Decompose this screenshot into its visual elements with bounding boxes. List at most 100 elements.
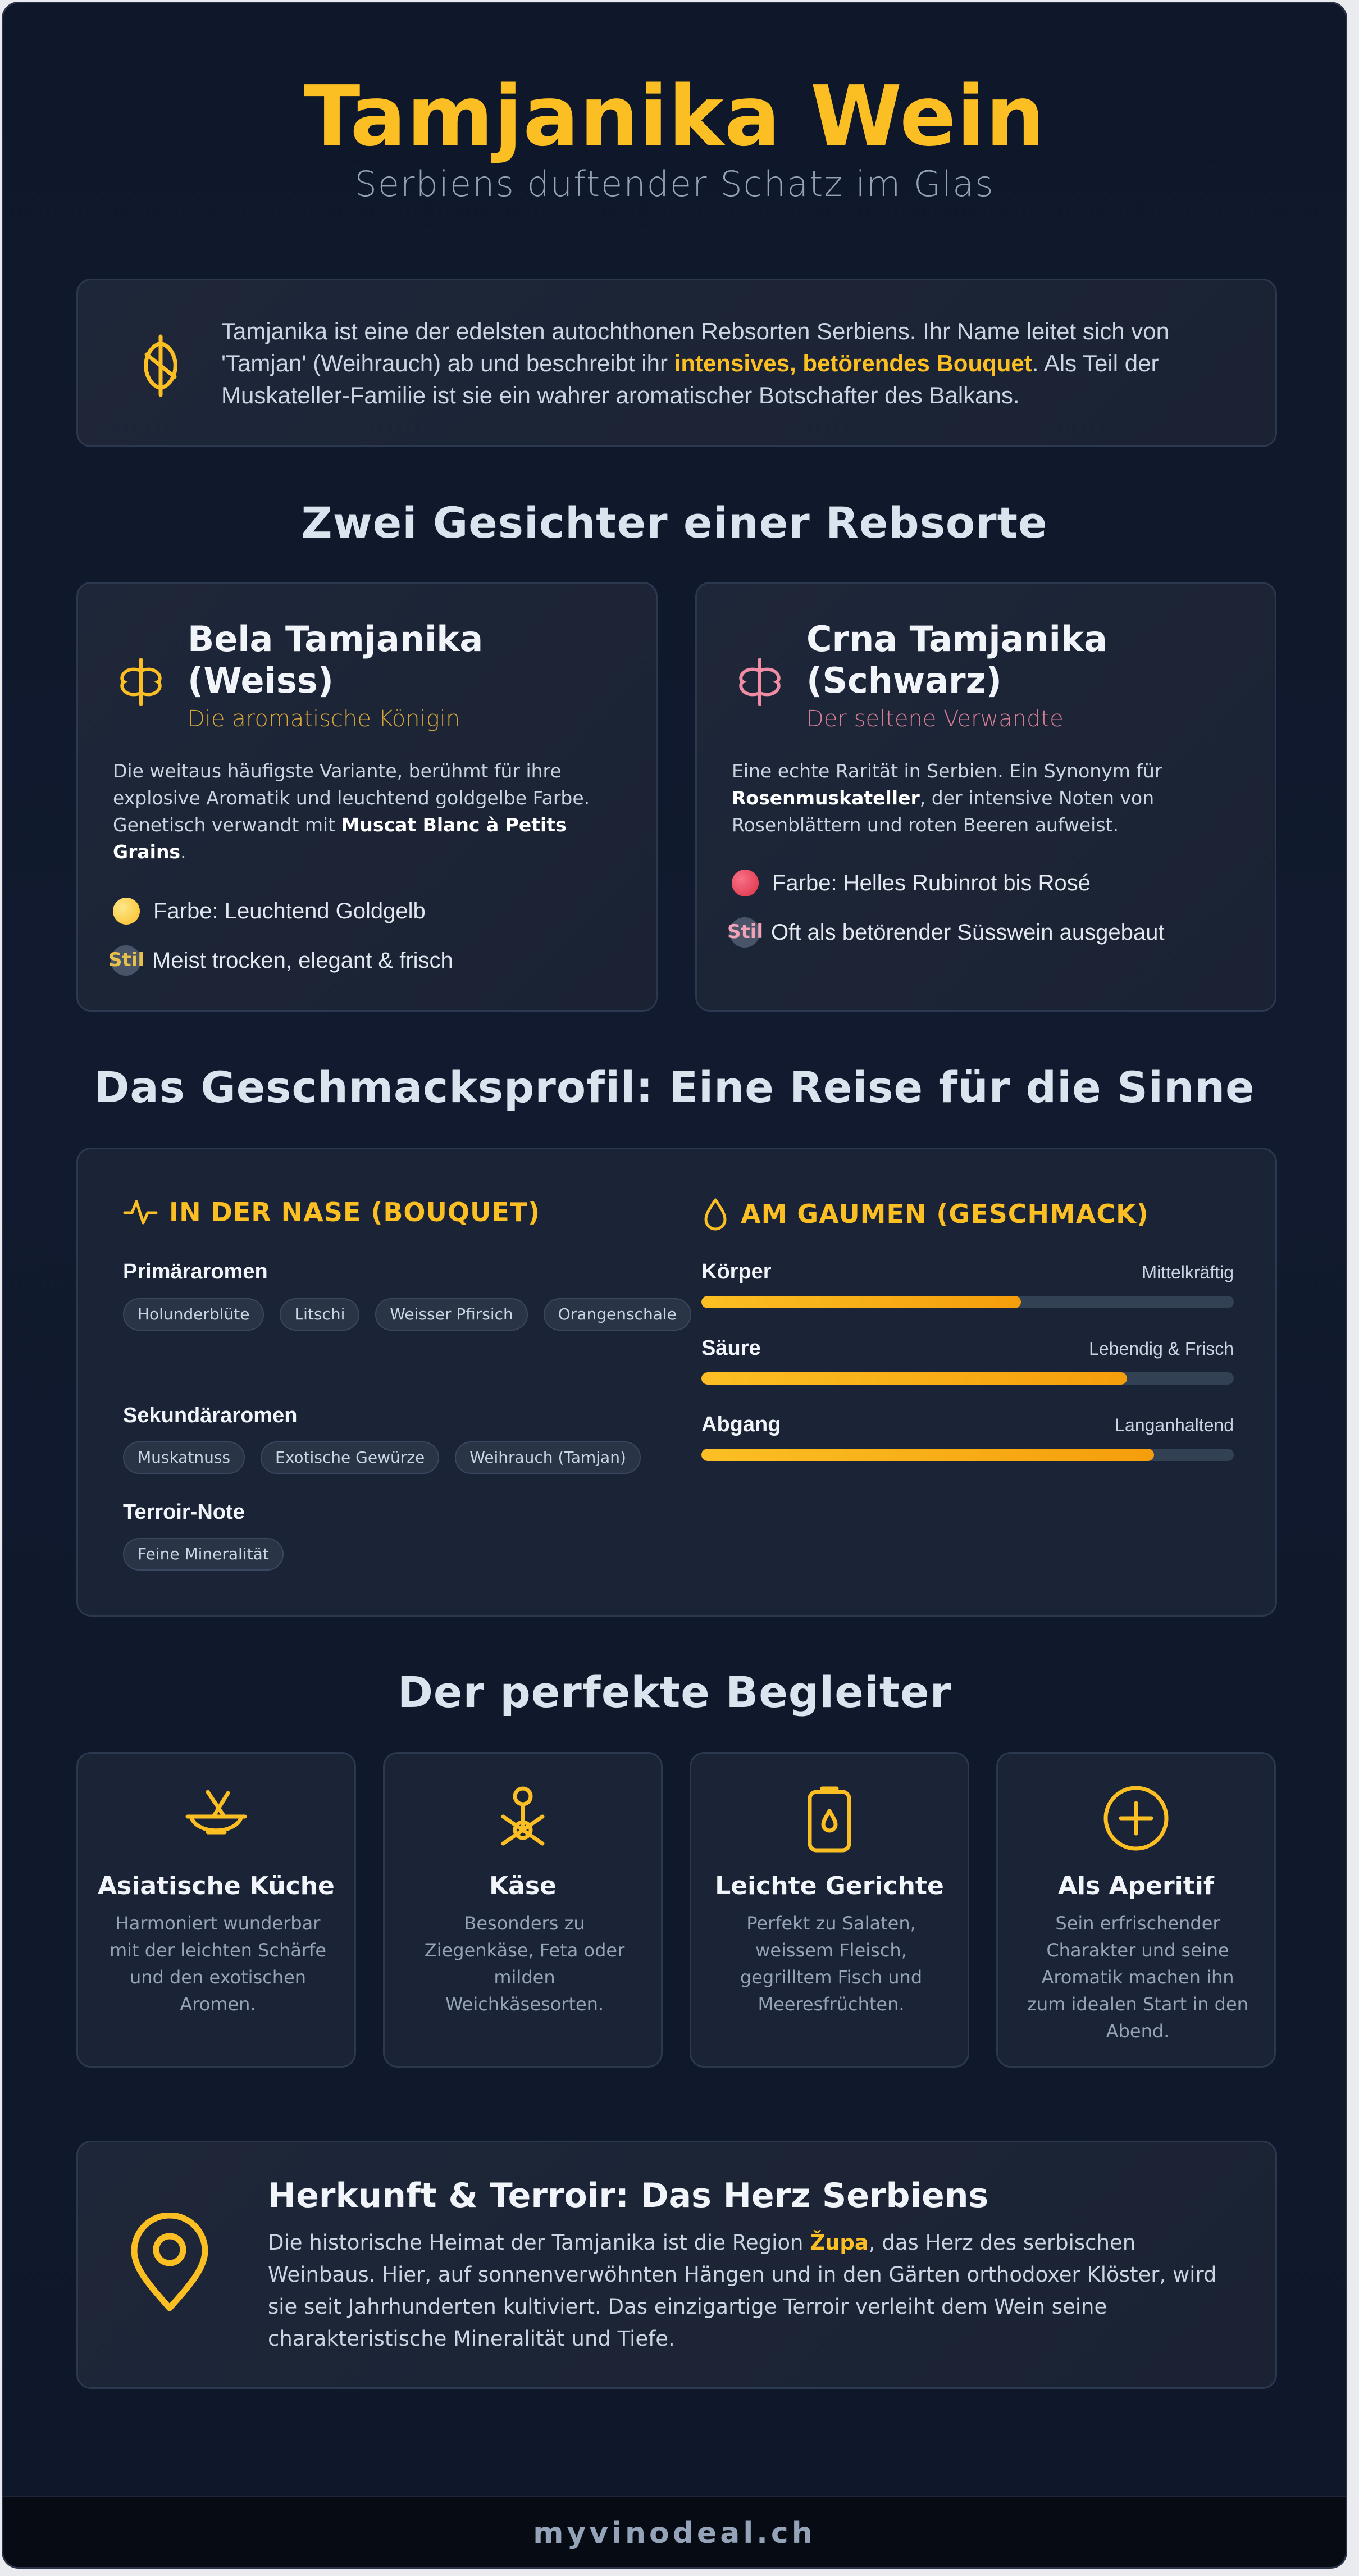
varieties-heading: Zwei Gesichter einer Rebsorte xyxy=(301,498,1048,548)
style-row: Stil Meist trocken, elegant & frisch xyxy=(108,945,453,976)
plus-circle-icon xyxy=(998,1782,1274,1855)
style-badge-icon: Stil xyxy=(108,945,145,976)
bar-value: Lebendig & Frisch xyxy=(1089,1339,1234,1359)
aroma-chip: Muskatnuss xyxy=(123,1441,245,1474)
bottle-drop-icon xyxy=(691,1782,968,1855)
bar-value: Mittelkräftig xyxy=(1142,1262,1234,1282)
bar-fill xyxy=(701,1296,1021,1308)
taste-bar-finish: Abgang Langanhaltend xyxy=(701,1413,1234,1461)
aroma-chip-list: Feine Mineralität xyxy=(123,1538,696,1571)
pairing-title: Käse xyxy=(489,1872,557,1900)
pairing-heading: Der perfekte Begleiter xyxy=(397,1667,952,1717)
desc-bold: Muscat Blanc à Petits Grains xyxy=(113,814,567,863)
bar-track xyxy=(701,1449,1234,1461)
color-label: Farbe: Leuchtend Goldgelb xyxy=(153,898,426,923)
color-label: Farbe: Helles Rubinrot bis Rosé xyxy=(772,870,1091,895)
variety-title: Bela Tamjanika (Weiss) xyxy=(188,618,484,701)
style-label: Oft als betörender Süsswein ausgebaut xyxy=(771,920,1165,945)
chopsticks-bowl-icon xyxy=(78,1782,354,1855)
grape-cluster-icon xyxy=(113,654,169,710)
pairing-card-asian: Asiatische Küche Harmoniert wunderbar mi… xyxy=(76,1752,356,2068)
pairing-card-light: Leichte Gerichte Perfekt zu Salaten, wei… xyxy=(690,1752,969,2068)
aroma-chip: Holunderblüte xyxy=(123,1298,264,1331)
aroma-chip: Orangenschale xyxy=(543,1298,691,1331)
nose-header: IN DER NASE (BOUQUET) xyxy=(123,1197,540,1227)
origin-title: Herkunft & Terroir: Das Herz Serbiens xyxy=(268,2176,989,2215)
aroma-group-label: Primäraromen xyxy=(123,1260,268,1284)
variety-card-crna: Crna Tamjanika (Schwarz) Der seltene Ver… xyxy=(695,582,1276,1012)
style-row: Stil Oft als betörender Süsswein ausgeba… xyxy=(727,917,1165,948)
variety-title: Crna Tamjanika (Schwarz) xyxy=(806,618,1107,701)
pairing-title: Asiatische Küche xyxy=(98,1872,335,1900)
color-row: Farbe: Leuchtend Goldgelb xyxy=(113,895,426,927)
origin-card: Herkunft & Terroir: Das Herz Serbiens Di… xyxy=(76,2141,1277,2389)
aroma-chip-list: Muskatnuss Exotische Gewürze Weihrauch (… xyxy=(123,1441,696,1474)
bar-track xyxy=(701,1372,1234,1385)
bar-fill xyxy=(701,1372,1128,1385)
variety-description: Eine echte Rarität in Serbien. Ein Synon… xyxy=(732,758,1237,839)
pairing-desc: Harmoniert wunderbar mit der leichten Sc… xyxy=(109,1913,327,2015)
desc-part: . xyxy=(180,841,186,863)
grape-leaf-icon xyxy=(130,332,191,399)
bar-track xyxy=(701,1296,1234,1308)
pairing-desc: Sein erfrischender Charakter und seine A… xyxy=(1027,1913,1248,2042)
bar-label: Abgang xyxy=(701,1413,781,1436)
palate-title: AM GAUMEN (GESCHMACK) xyxy=(741,1199,1149,1229)
drop-icon xyxy=(704,1198,727,1231)
desc-bold: Rosenmuskateller xyxy=(732,787,920,809)
aroma-chip: Exotische Gewürze xyxy=(261,1441,440,1474)
desc-part: Eine echte Rarität in Serbien. Ein Synon… xyxy=(732,760,1162,782)
desc-part: , der intensive Noten von Rosenblättern … xyxy=(732,787,1155,836)
pairing-desc: Perfekt zu Salaten, weissem Fleisch, geg… xyxy=(740,1913,923,2015)
color-dot-icon xyxy=(113,898,140,925)
style-badge-text: Stil xyxy=(108,949,145,971)
pairing-title: Leichte Gerichte xyxy=(715,1872,944,1900)
color-dot-icon xyxy=(732,870,759,896)
footer-brand[interactable]: myvinodeal.ch xyxy=(3,2496,1346,2567)
origin-text-b: , das Herz des serbischen Weinbaus. Hier… xyxy=(268,2231,1217,2351)
aroma-chip: Weisser Pfirsich xyxy=(375,1298,528,1331)
variety-subtitle: Die aromatische Königin xyxy=(188,706,460,732)
pairing-desc: Besonders zu Ziegenkäse, Feta oder milde… xyxy=(424,1913,625,2015)
intro-card: Tamjanika ist eine der edelsten autochth… xyxy=(76,279,1277,447)
intro-text-b: . Als Teil der Muskateller-Familie ist s… xyxy=(221,350,1159,408)
bar-label: Säure xyxy=(701,1336,761,1360)
pairing-card-cheese: Käse Besonders zu Ziegenkäse, Feta oder … xyxy=(383,1752,663,2068)
variety-subtitle: Der seltene Verwandte xyxy=(806,706,1064,732)
color-row: Farbe: Helles Rubinrot bis Rosé xyxy=(732,867,1091,899)
taste-bar-body: Körper Mittelkräftig xyxy=(701,1260,1234,1308)
taste-profile-card: IN DER NASE (BOUQUET) AM GAUMEN (GESCHMA… xyxy=(76,1148,1277,1617)
variety-card-bela: Bela Tamjanika (Weiss) Die aromatische K… xyxy=(76,582,658,1012)
desc-part: Die weitaus häufigste Variante, berühmt … xyxy=(113,760,590,836)
aroma-chip: Weihrauch (Tamjan) xyxy=(455,1441,641,1474)
page-subtitle: Serbiens duftender Schatz im Glas xyxy=(354,163,995,204)
style-badge-text: Stil xyxy=(727,921,764,943)
bar-label: Körper xyxy=(701,1260,772,1284)
aroma-chip: Litschi xyxy=(280,1298,360,1331)
taste-bar-acidity: Säure Lebendig & Frisch xyxy=(701,1336,1234,1385)
style-label: Meist trocken, elegant & frisch xyxy=(152,948,453,973)
aroma-group-label: Sekundäraromen xyxy=(123,1404,298,1427)
intro-highlight: intensives, betörendes Bouquet xyxy=(674,350,1032,376)
origin-region: Župa xyxy=(810,2231,869,2255)
bar-fill xyxy=(701,1449,1154,1461)
map-pin-icon xyxy=(127,2212,212,2316)
aroma-group-label: Terroir-Note xyxy=(123,1500,245,1524)
origin-text-a: Die historische Heimat der Tamjanika ist… xyxy=(268,2231,810,2255)
intro-text: Tamjanika ist eine der edelsten autochth… xyxy=(221,315,1243,411)
intro-text-a: Tamjanika ist eine der edelsten autochth… xyxy=(221,318,1169,376)
taste-heading: Das Geschmacksprofil: Eine Reise für die… xyxy=(94,1062,1255,1112)
bar-value: Langanhaltend xyxy=(1115,1415,1234,1435)
pairing-card-aperitif: Als Aperitif Sein erfrischender Charakte… xyxy=(996,1752,1276,2068)
origin-text: Die historische Heimat der Tamjanika ist… xyxy=(268,2227,1234,2355)
pulse-icon xyxy=(123,1200,158,1225)
nose-title: IN DER NASE (BOUQUET) xyxy=(169,1197,541,1227)
cheese-icon xyxy=(385,1782,661,1855)
aroma-chip-list: Holunderblüte Litschi Weisser Pfirsich O… xyxy=(123,1298,696,1331)
style-badge-icon: Stil xyxy=(727,917,764,948)
grape-cluster-icon xyxy=(732,654,788,710)
page-title: Tamjanika Wein xyxy=(303,68,1046,165)
palate-header: AM GAUMEN (GESCHMACK) xyxy=(701,1197,1149,1231)
variety-description: Die weitaus häufigste Variante, berühmt … xyxy=(113,758,618,866)
